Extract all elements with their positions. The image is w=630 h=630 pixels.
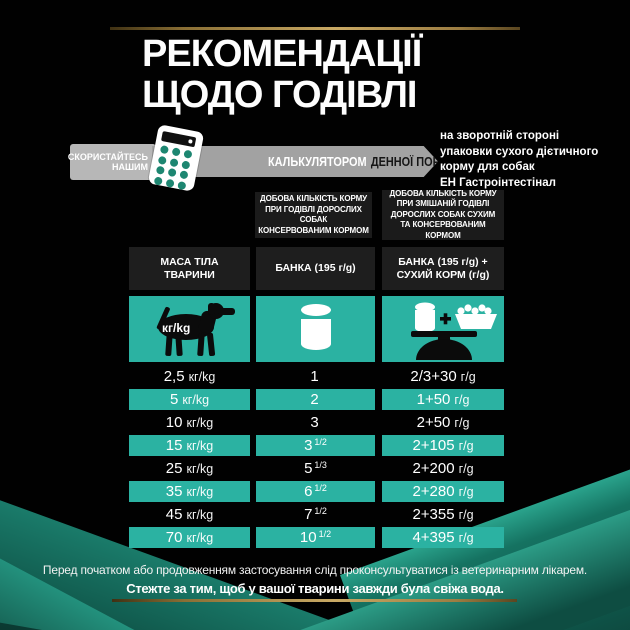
can-icon-box bbox=[256, 296, 375, 362]
title-line-2: ЩОДО ГОДІВЛІ bbox=[142, 74, 417, 116]
can-icon bbox=[300, 304, 331, 350]
column-header-can-plus-dry: БАНКА (195 г/g) + СУХИЙ КОРМ (г/g) bbox=[382, 247, 504, 290]
table-row: 70 кг/kg 10 1/2 4+395 г/g bbox=[0, 527, 630, 548]
page-title: РЕКОМЕНДАЦІЇ ЩОДО ГОДІВЛІ bbox=[142, 33, 422, 116]
dog-weight-label: кг/kg bbox=[162, 321, 190, 335]
dog-weight-icon-box: кг/kg bbox=[129, 296, 250, 362]
calculator-banner: КАЛЬКУЛЯТОРОМ ДЕННОЇ ПОРЦІЇ bbox=[152, 146, 438, 177]
dog-icon: кг/kg bbox=[156, 303, 235, 357]
vet-consultation-note: Перед початком або продовженням застосув… bbox=[42, 563, 588, 577]
header-mixed-feeding: ДОБОВА КІЛЬКІСТЬ КОРМУ ПРИ ЗМІШАНІЙ ГОДІ… bbox=[382, 189, 504, 240]
title-line-1: РЕКОМЕНДАЦІЇ bbox=[142, 33, 422, 75]
table-row: 35 кг/kg 6 1/2 2+280 г/g bbox=[0, 481, 630, 502]
calculator-banner-text: КАЛЬКУЛЯТОРОМ ДЕННОЇ ПОРЦІЇ bbox=[268, 146, 454, 177]
use-our-label-box: СКОРИСТАЙТЕСЬ НАШИМ bbox=[67, 144, 156, 180]
calculator-icon bbox=[147, 124, 205, 192]
table-row: 10 кг/kg 3 2+50 г/g bbox=[165, 414, 470, 431]
calculator-display-dot bbox=[188, 139, 193, 144]
fresh-water-note: Стежте за тим, щоб у вашої тварини завжд… bbox=[126, 581, 504, 596]
banner-text-dark: ДЕННОЇ ПОРЦІЇ bbox=[370, 154, 454, 169]
scale-icon-box bbox=[382, 296, 504, 362]
table-row: 2,5 кг/kg 1 2/3+30 г/g bbox=[163, 368, 476, 385]
column-header-can: БАНКА (195 г/g) bbox=[256, 247, 375, 290]
table-row: 45 кг/kg 7 1/2 2+355 г/g bbox=[165, 505, 474, 524]
scale-can-plus-kibble-icon bbox=[411, 302, 497, 360]
calculator-keys bbox=[153, 144, 195, 190]
table-row: 25 кг/kg 5 1/3 2+200 г/g bbox=[165, 459, 474, 478]
side-note: на зворотній стороні упаковки сухого діє… bbox=[440, 130, 599, 189]
table-row: 15 кг/kg 3 1/2 2+105 г/g bbox=[0, 435, 630, 456]
gold-divider-bottom bbox=[112, 599, 517, 602]
column-header-body-weight: МАСА ТІЛА ТВАРИНИ bbox=[129, 247, 250, 290]
header-canned-feeding: ДОБОВА КІЛЬКІСТЬ КОРМУ ПРИ ГОДІВЛІ ДОРОС… bbox=[255, 192, 372, 238]
gold-divider-top bbox=[110, 27, 520, 30]
calculator-display bbox=[161, 131, 197, 148]
table-row: 5 кг/kg 2 1+50 г/g bbox=[0, 389, 630, 410]
banner-text-white: КАЛЬКУЛЯТОРОМ bbox=[268, 154, 367, 169]
use-our-label: СКОРИСТАЙТЕСЬ НАШИМ bbox=[67, 151, 148, 173]
